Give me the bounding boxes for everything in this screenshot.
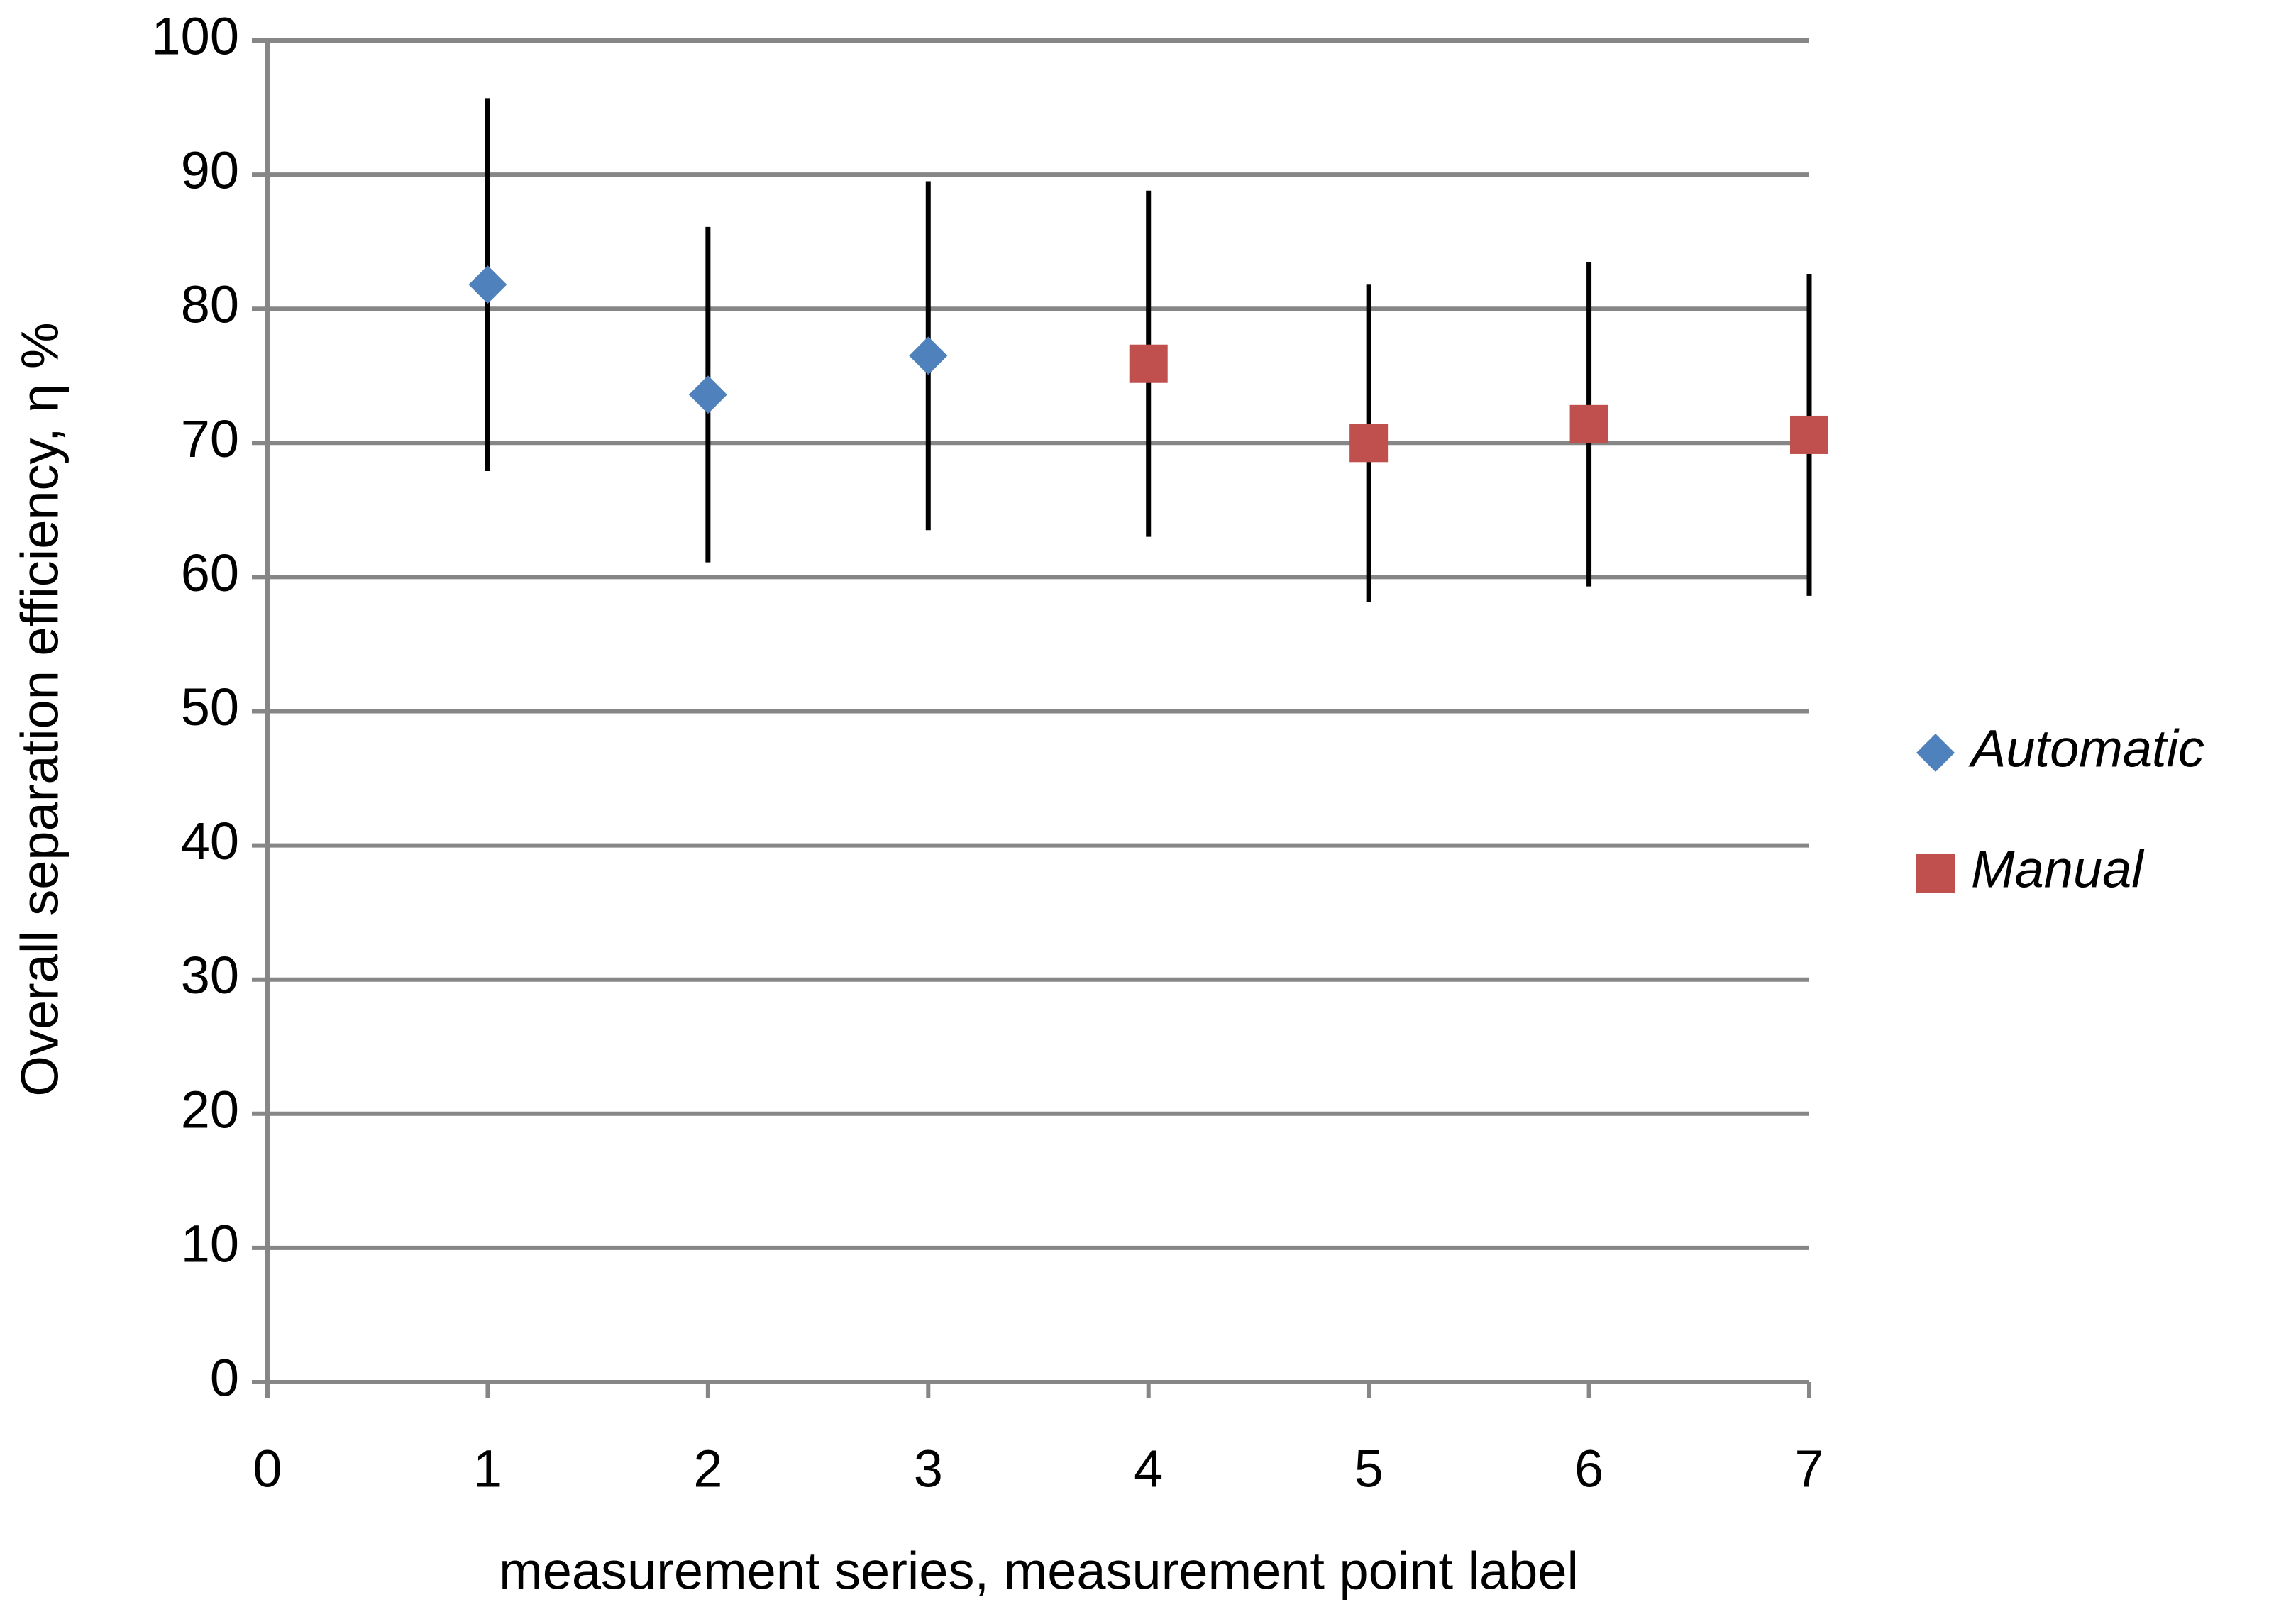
x-tick-label: 6 — [1574, 1440, 1603, 1498]
y-tick-label: 20 — [181, 1080, 239, 1139]
x-tick-label: 5 — [1354, 1440, 1384, 1498]
legend-label: Manual — [1971, 840, 2145, 899]
x-tick-label: 4 — [1134, 1440, 1163, 1498]
x-tick-label: 0 — [253, 1440, 282, 1498]
point — [1349, 424, 1389, 463]
legend-marker — [1916, 734, 1955, 772]
point — [1129, 344, 1168, 383]
y-tick-label: 50 — [181, 678, 239, 736]
y-tick-label: 70 — [181, 409, 239, 468]
x-tick-label: 7 — [1794, 1440, 1823, 1498]
y-tick-label: 10 — [181, 1214, 239, 1273]
y-tick-label: 40 — [181, 812, 239, 871]
y-axis-label: Overall separation efficiency, η % — [11, 322, 70, 1096]
point — [468, 265, 507, 304]
point — [1569, 404, 1608, 443]
point — [688, 375, 727, 414]
point — [909, 336, 948, 375]
x-axis-label: measurement series, measurement point la… — [499, 1542, 1579, 1601]
y-tick-label: 90 — [181, 141, 239, 200]
y-tick-label: 80 — [181, 275, 239, 334]
x-tick-label: 3 — [914, 1440, 943, 1498]
legend-marker — [1916, 854, 1955, 893]
y-tick-label: 30 — [181, 946, 239, 1005]
y-tick-label: 100 — [152, 7, 239, 66]
legend-label: Automatic — [1968, 719, 2204, 778]
x-tick-label: 2 — [693, 1440, 722, 1498]
y-tick-label: 0 — [210, 1349, 239, 1408]
y-tick-label: 60 — [181, 543, 239, 602]
x-tick-label: 1 — [473, 1440, 502, 1498]
point — [1790, 415, 1828, 454]
